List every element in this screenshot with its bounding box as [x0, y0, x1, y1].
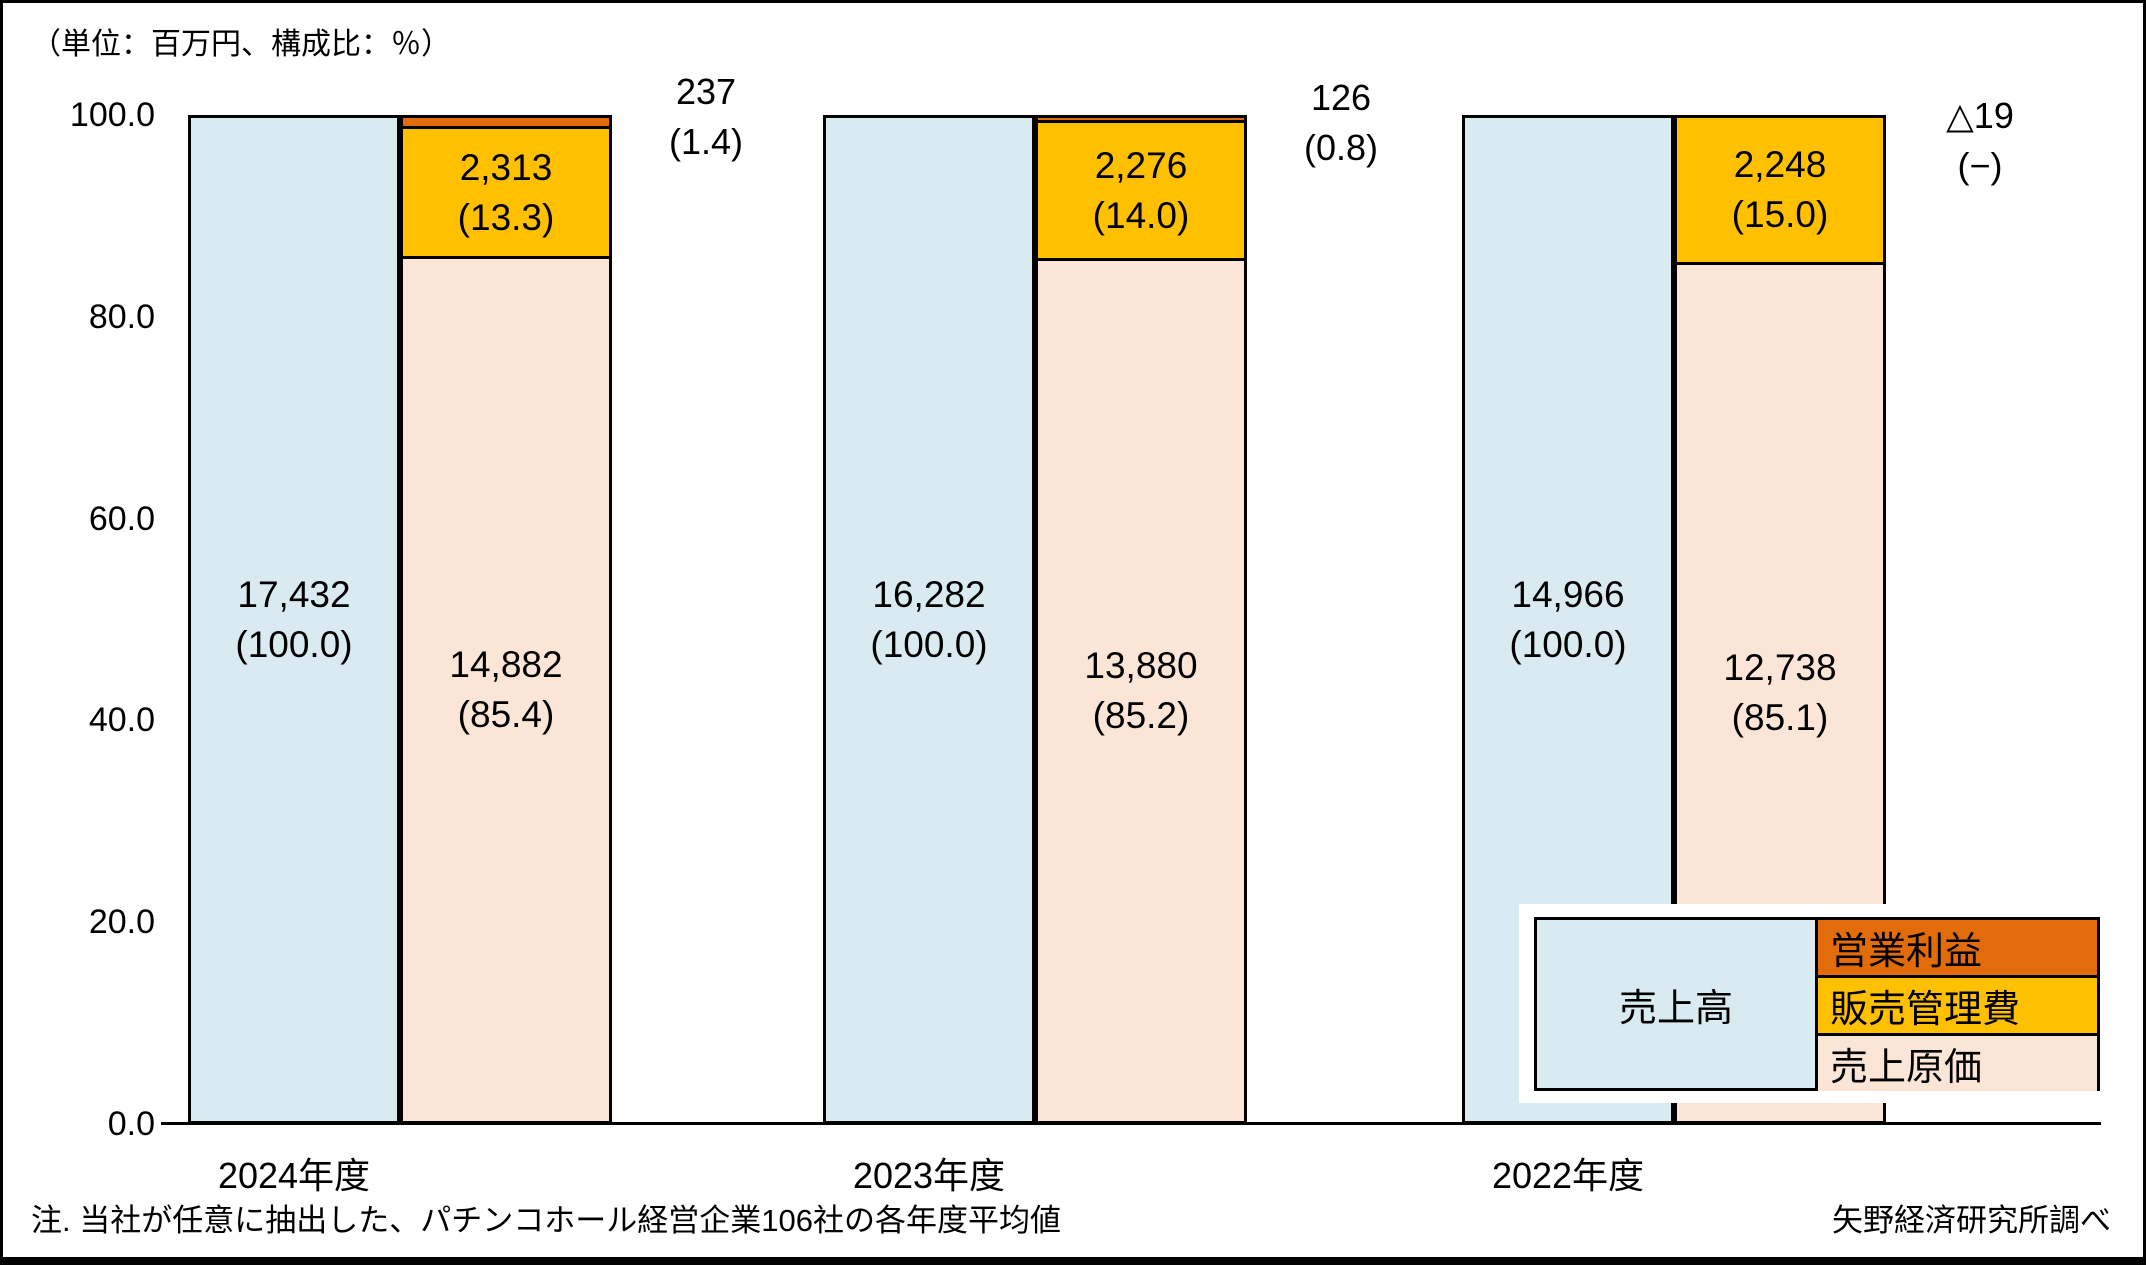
legend-item-sales: 売上高	[1537, 920, 1818, 1088]
legend-label-sales: 売上高	[1618, 987, 1733, 1030]
sga-share: (14.0)	[1092, 194, 1190, 236]
operating-profit-callout: △19 (−)	[1900, 91, 2060, 191]
operating-profit-callout: 126 (0.8)	[1261, 73, 1421, 173]
sales-share: (100.0)	[235, 623, 353, 665]
legend-column: 営業利益 販売管理費 売上原価	[1818, 920, 2097, 1091]
segment-sga-label: 2,248 (15.0)	[1677, 118, 1883, 262]
legend-label-cogs: 売上原価	[1830, 1047, 1983, 1089]
y-tick-label: 100.0	[69, 96, 155, 134]
sales-share: (100.0)	[870, 623, 988, 665]
segment-sga-label: 2,313 (13.3)	[403, 129, 609, 256]
unit-note: （単位：百万円、構成比：％）	[31, 28, 451, 61]
bar-sales-label: 17,432 (100.0)	[191, 118, 397, 1121]
bar-stack-2024年度: 2,313 (13.3) 14,882 (85.4)	[400, 115, 612, 1124]
y-tick-label: 0.0	[107, 1105, 155, 1143]
bar-sales-label: 14,966 (100.0)	[1465, 118, 1671, 1121]
bar-sales-2023年度: 16,282 (100.0)	[823, 115, 1035, 1124]
segment-cogs-label: 13,880 (85.2)	[1038, 261, 1244, 1121]
sga-value: 2,248	[1733, 144, 1827, 186]
operating-profit-callout: 237 (1.4)	[626, 67, 786, 167]
cogs-value: 12,738	[1723, 647, 1837, 689]
op-value: 126	[1310, 77, 1372, 118]
sales-value: 16,282	[872, 573, 986, 615]
cogs-share: (85.1)	[1731, 697, 1829, 739]
cogs-share: (85.2)	[1092, 695, 1190, 737]
legend-item-operating-profit: 営業利益	[1818, 920, 2097, 975]
cogs-value: 14,882	[449, 644, 563, 686]
segment-cogs-label: 12,738 (85.1)	[1677, 265, 1883, 1121]
cogs-share: (85.4)	[457, 694, 555, 736]
segment-sga: 2,248 (15.0)	[1674, 115, 1886, 266]
bar-sales-label: 16,282 (100.0)	[826, 118, 1032, 1121]
y-tick-label: 20.0	[88, 903, 155, 942]
legend-label-sga: 販売管理費	[1830, 989, 2021, 1031]
bar-sales-2024年度: 17,432 (100.0)	[188, 115, 400, 1124]
y-tick-label: 80.0	[88, 297, 155, 336]
x-axis-label-2023年度: 2023年度	[852, 1155, 1006, 1196]
footnote: 注. 当社が任意に抽出した、パチンコホール経営企業106社の各年度平均値	[31, 1203, 1061, 1238]
op-value: △19	[1946, 95, 2014, 136]
op-share: (0.8)	[1303, 127, 1379, 168]
bar-stack-2023年度: 2,276 (14.0) 13,880 (85.2)	[1035, 115, 1247, 1124]
sga-value: 2,276	[1094, 144, 1188, 186]
legend-item-sga: 販売管理費	[1818, 975, 2097, 1033]
sga-share: (15.0)	[1731, 194, 1829, 236]
x-axis-label-2024年度: 2024年度	[217, 1155, 371, 1196]
sga-value: 2,313	[459, 146, 553, 188]
source-credit: 矢野経済研究所調べ	[1832, 1203, 2111, 1238]
segment-cogs: 13,880 (85.2)	[1035, 258, 1247, 1124]
op-share: (1.4)	[668, 121, 744, 162]
sales-value: 14,966	[1511, 573, 1625, 615]
y-tick-label: 40.0	[88, 701, 155, 740]
sales-value: 17,432	[237, 573, 351, 615]
y-tick-label: 60.0	[88, 499, 155, 538]
segment-cogs: 14,882 (85.4)	[400, 256, 612, 1124]
cogs-value: 13,880	[1084, 645, 1198, 687]
segment-sga-label: 2,276 (14.0)	[1038, 123, 1244, 258]
op-share: (−)	[1957, 145, 2003, 186]
legend-item-cogs: 売上原価	[1818, 1033, 2097, 1091]
legend-label-operating-profit: 営業利益	[1830, 931, 1983, 973]
sales-share: (100.0)	[1509, 623, 1627, 665]
op-value: 237	[675, 71, 737, 112]
segment-cogs-label: 14,882 (85.4)	[403, 259, 609, 1121]
segment-sga: 2,276 (14.0)	[1035, 120, 1247, 262]
legend: 売上高 営業利益 販売管理費 売上原価	[1534, 917, 2100, 1091]
segment-sga: 2,313 (13.3)	[400, 126, 612, 260]
x-axis-label-2022年度: 2022年度	[1491, 1155, 1645, 1196]
sga-share: (13.3)	[457, 196, 555, 238]
